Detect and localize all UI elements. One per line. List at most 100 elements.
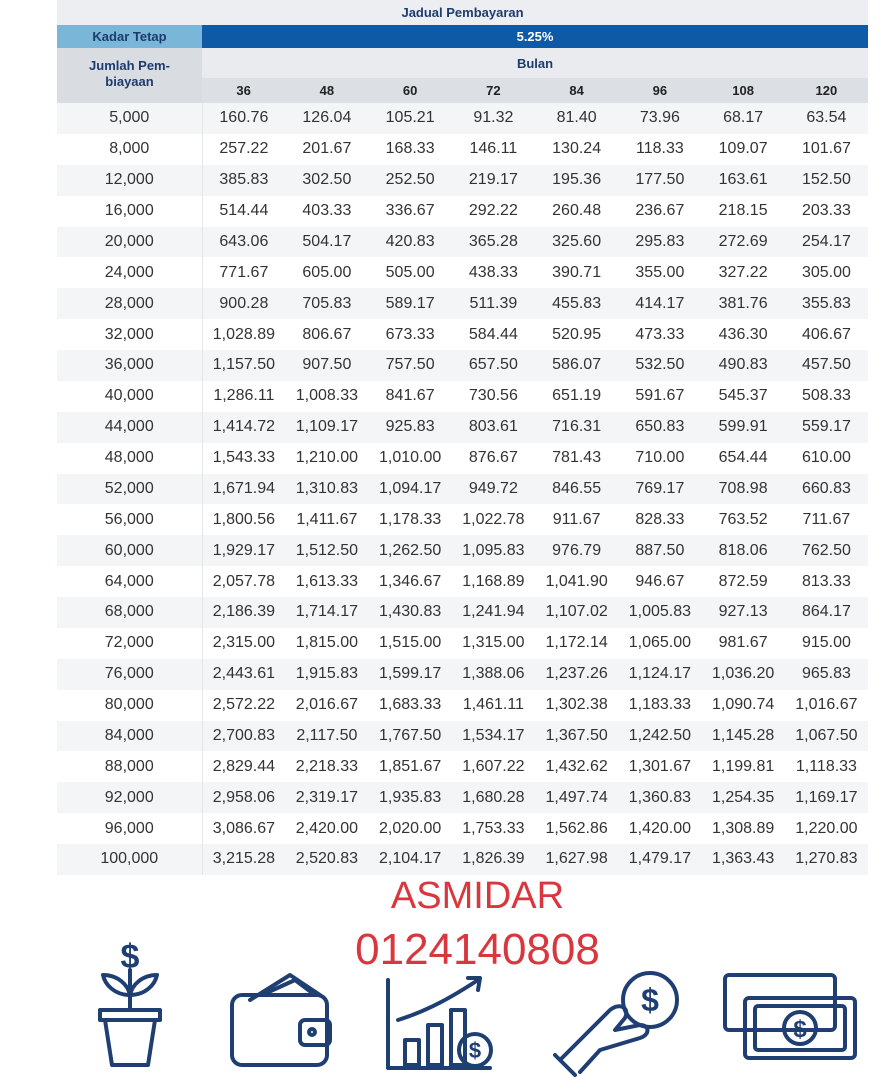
payment-cell: 1,515.00 <box>378 634 442 652</box>
amount-cell: 72,000 <box>57 627 203 659</box>
payment-cell: 2,319.17 <box>285 782 369 814</box>
payment-cell: 915.00 <box>801 634 851 652</box>
data-row: 56,000 1,800.56 1,411.67 1,178.33 1,022.78 91… <box>57 504 868 536</box>
schedule: Jadual Pembayaran Kadar Tetap 5.25% Jumla… <box>57 0 869 875</box>
payment-cell: 1,169.17 <box>784 782 869 814</box>
payment-cell: 195.36 <box>535 164 619 196</box>
payment-cell: 2,420.00 <box>295 819 359 837</box>
payment-cell: 949.72 <box>451 473 535 505</box>
payment-cell: 1,543.33 <box>212 449 276 467</box>
payment-cell: 1,935.83 <box>368 782 452 814</box>
payment-cell: 711.67 <box>802 510 851 528</box>
payment-cell: 68.17 <box>701 103 785 134</box>
payment-cell: 203.33 <box>801 202 851 220</box>
amount-cell: 92,000 <box>57 782 203 814</box>
month-header: 72 <box>451 78 535 103</box>
data-row: 48,000 1,543.33 1,210.00 1,010.00 876.67 781.… <box>57 442 868 474</box>
payment-cell: 1,157.50 <box>202 350 286 381</box>
payment-cell: 1,065.00 <box>628 634 692 652</box>
payment-cell: 1,680.28 <box>451 782 535 814</box>
payment-cell: 1,388.06 <box>451 658 535 690</box>
payment-cell: 2,218.33 <box>295 757 359 775</box>
payment-cell: 1,301.67 <box>628 757 692 775</box>
amount-cell: 64,000 <box>57 566 203 597</box>
data-row: 20,000 643.06 504.17 420.83 365.28 325.60 295.… <box>57 226 869 258</box>
payment-cell: 781.43 <box>552 449 602 467</box>
payment-cell: 1,178.33 <box>378 510 442 528</box>
payment-cell: 168.33 <box>385 140 435 158</box>
payment-cell: 177.50 <box>618 164 702 196</box>
payment-cell: 1,607.22 <box>462 757 525 775</box>
payment-cell: 900.28 <box>202 288 286 320</box>
payment-cell: 63.54 <box>784 103 869 134</box>
payment-cell: 390.71 <box>552 263 602 281</box>
payment-cell: 1,815.00 <box>295 634 359 652</box>
payment-cell: 1,310.83 <box>285 473 369 505</box>
data-row: 44,000 1,414.72 1,109.17 925.83 803.61 716.31… <box>57 411 869 443</box>
svg-text:$: $ <box>793 1016 807 1043</box>
payment-cell: 1,308.89 <box>711 819 775 837</box>
payment-cell: 651.19 <box>552 387 602 405</box>
data-row: 8,000 257.22 201.67 168.33 146.11 130.24 118.3… <box>57 133 868 165</box>
data-row: 36,000 1,157.50 907.50 757.50 657.50 586.07 53… <box>57 350 869 381</box>
amount-cell: 24,000 <box>57 257 203 289</box>
amount-cell: 32,000 <box>57 319 203 350</box>
payment-cell: 2,520.83 <box>285 844 369 875</box>
payment-cell: 762.50 <box>784 535 869 567</box>
payment-cell: 1,414.72 <box>202 411 286 443</box>
payment-cell: 91.32 <box>451 103 535 134</box>
payment-cell: 1,346.67 <box>378 572 442 590</box>
svg-text:$: $ <box>641 982 659 1018</box>
payment-cell: 705.83 <box>285 288 369 320</box>
payment-cell: 2,829.44 <box>212 757 276 775</box>
payment-cell: 1,302.38 <box>545 696 608 714</box>
payment-cell: 1,183.33 <box>628 696 692 714</box>
payment-cell: 965.83 <box>784 658 869 690</box>
payment-cell: 708.98 <box>701 473 785 505</box>
payment-cell: 1,237.26 <box>535 658 619 690</box>
amount-cell: 88,000 <box>57 751 203 783</box>
payment-cell: 586.07 <box>535 350 619 381</box>
payment-cell: 146.11 <box>469 140 518 158</box>
amount-cell: 56,000 <box>57 504 203 536</box>
agent-name: ASMIDAR <box>390 875 565 917</box>
payment-cell: 1,118.33 <box>795 757 857 775</box>
payment-cell: 673.33 <box>385 325 435 343</box>
data-row: 24,000 771.67 605.00 505.00 438.33 390.71 355.… <box>57 257 868 289</box>
data-row: 100,000 3,215.28 2,520.83 2,104.17 1,826.39 1… <box>57 844 869 875</box>
payment-cell: 365.28 <box>451 226 535 258</box>
payment-cell: 130.24 <box>552 140 602 158</box>
amount-cell: 28,000 <box>57 288 203 320</box>
payment-cell: 1,800.56 <box>212 510 276 528</box>
payment-cell: 1,124.17 <box>618 658 702 690</box>
payment-cell: 1,767.50 <box>368 720 452 752</box>
data-row: 88,000 2,829.44 2,218.33 1,851.67 1,607.22 1,… <box>57 751 868 783</box>
payment-cell: 872.59 <box>718 572 768 590</box>
rate-row: Kadar Tetap 5.25% <box>57 25 869 48</box>
payment-cell: 1,067.50 <box>784 720 869 752</box>
payment-cell: 1,315.00 <box>462 634 525 652</box>
payment-cell: 907.50 <box>285 350 369 381</box>
payment-cell: 3,086.67 <box>212 819 276 837</box>
payment-cell: 660.83 <box>784 473 869 505</box>
table-title: Jadual Pembayaran <box>57 0 869 25</box>
hand-coin-icon: $ <box>553 971 679 1077</box>
payment-cell: 272.69 <box>701 226 785 258</box>
payment-cell: 302.50 <box>285 164 369 196</box>
payment-cell: 455.83 <box>535 288 619 320</box>
payment-cell: 532.50 <box>618 350 702 381</box>
payment-cell: 1,028.89 <box>212 325 276 343</box>
payment-cell: 252.50 <box>368 164 452 196</box>
payment-cell: 976.79 <box>535 535 619 567</box>
amount-cell: 76,000 <box>57 658 203 690</box>
data-row: 12,000 385.83 302.50 252.50 219.17 195.36 177.… <box>57 164 869 196</box>
payment-cell: 1,671.94 <box>202 473 286 505</box>
payment-cell: 2,117.50 <box>285 720 369 752</box>
payment-cell: 1,109.17 <box>285 411 369 443</box>
payment-cell: 325.60 <box>535 226 619 258</box>
amount-cell: 96,000 <box>57 813 203 844</box>
payment-cell: 219.17 <box>451 164 535 196</box>
payment-cell: 101.67 <box>801 140 851 158</box>
payment-cell: 1,199.81 <box>711 757 775 775</box>
payment-cell: 305.00 <box>801 263 851 281</box>
